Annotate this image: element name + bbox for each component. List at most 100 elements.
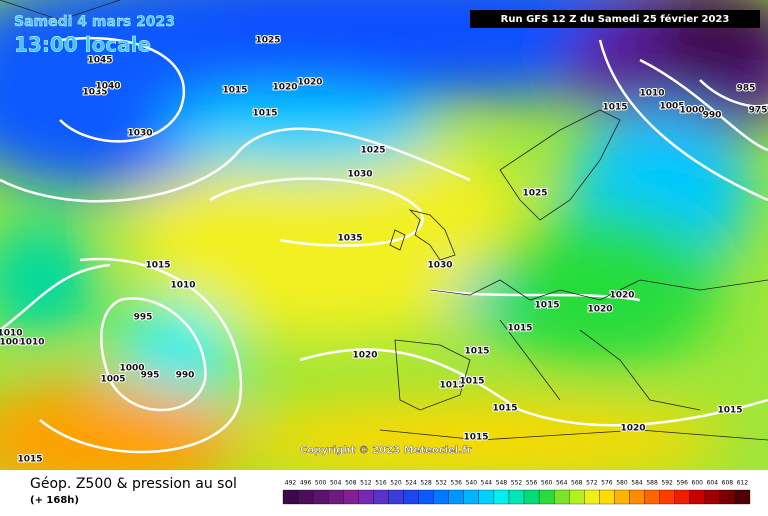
isobar-label: 1025 bbox=[255, 36, 280, 46]
isobar-label: 1015 bbox=[534, 301, 559, 311]
isobar-label: 1015 bbox=[252, 109, 277, 119]
valid-time: 13:00 locale bbox=[14, 33, 151, 57]
scale-label: 580 bbox=[616, 480, 628, 487]
scale-label: 536 bbox=[451, 480, 463, 487]
scale-swatch bbox=[554, 489, 570, 505]
scale-swatch bbox=[704, 489, 721, 505]
scale-swatch bbox=[493, 489, 510, 505]
isobar-label: 1030 bbox=[347, 170, 372, 180]
isobar-label: 1015 bbox=[222, 86, 247, 96]
isobar-label: 1025 bbox=[522, 189, 547, 199]
scale-swatch bbox=[433, 489, 449, 505]
scale-label: 544 bbox=[481, 480, 493, 487]
isobar-label: 1010 bbox=[19, 338, 44, 348]
isobar-label: 1035 bbox=[337, 234, 362, 244]
scale-label: 492 bbox=[285, 480, 297, 487]
scale-label: 608 bbox=[722, 480, 734, 487]
isobar-label: 1020 bbox=[620, 424, 645, 434]
isobar-label: 1015 bbox=[507, 324, 532, 334]
isobar-label: 1005 bbox=[659, 102, 684, 112]
scale-swatch bbox=[689, 489, 705, 505]
scale-swatch bbox=[312, 489, 329, 505]
scale-label: 604 bbox=[707, 480, 719, 487]
isobar-label: 1030 bbox=[427, 261, 452, 271]
isobar-label: 1020 bbox=[609, 291, 634, 301]
scale-swatch bbox=[523, 489, 540, 505]
isobar-label: 1040 bbox=[95, 82, 120, 92]
scale-label: 592 bbox=[661, 480, 673, 487]
isobar-label: 990 bbox=[703, 111, 722, 121]
scale-swatch bbox=[418, 489, 434, 505]
scale-label: 552 bbox=[511, 480, 523, 487]
footer-lead: (+ 168h) bbox=[30, 495, 79, 506]
scale-label: 572 bbox=[586, 480, 598, 487]
isobar-label: 1015 bbox=[459, 377, 484, 387]
scale-label: 560 bbox=[541, 480, 553, 487]
scale-swatch bbox=[343, 489, 359, 505]
scale-label: 600 bbox=[692, 480, 704, 487]
scale-label: 556 bbox=[526, 480, 538, 487]
scale-swatch bbox=[403, 489, 419, 505]
scale-label: 504 bbox=[330, 480, 342, 487]
run-info: Run GFS 12 Z du Samedi 25 février 2023 bbox=[501, 13, 730, 25]
scale-label: 516 bbox=[375, 480, 387, 487]
isobar-label: 1000 bbox=[679, 106, 704, 116]
isobar-label: 1010 bbox=[170, 281, 195, 291]
isobars bbox=[0, 36, 768, 454]
scale-swatch bbox=[373, 489, 389, 505]
scale-swatch bbox=[297, 489, 314, 505]
isobar-label: 1005 bbox=[0, 338, 25, 348]
scale-label: 596 bbox=[676, 480, 688, 487]
scale-label: 508 bbox=[345, 480, 357, 487]
scale-label: 528 bbox=[420, 480, 432, 487]
scale-label: 548 bbox=[496, 480, 508, 487]
scale-label: 540 bbox=[466, 480, 478, 487]
isobar-label: 1025 bbox=[360, 146, 385, 156]
color-scale: 492 496 500 504 508 512 516 520 524 528 532 536 540 5… bbox=[282, 480, 751, 505]
scale-label: 576 bbox=[601, 480, 613, 487]
isobar-label: 1010 bbox=[639, 89, 664, 99]
scale-swatch bbox=[478, 489, 495, 505]
scale-swatch bbox=[719, 489, 736, 505]
scale-swatch bbox=[282, 489, 299, 505]
isobar-label: 1015 bbox=[464, 347, 489, 357]
coastlines bbox=[0, 0, 768, 441]
isobar-label: 995 bbox=[141, 371, 160, 381]
scale-label: 584 bbox=[631, 480, 643, 487]
scale-swatch bbox=[644, 489, 660, 505]
scale-label: 524 bbox=[405, 480, 417, 487]
scale-swatch bbox=[569, 489, 585, 505]
valid-date: Samedi 4 mars 2023 bbox=[14, 14, 175, 30]
scale-swatch bbox=[463, 489, 479, 505]
scale-label: 520 bbox=[390, 480, 402, 487]
isobar-label: 1020 bbox=[352, 351, 377, 361]
isobar-label: 1015 bbox=[602, 103, 627, 113]
scale-swatch bbox=[538, 489, 555, 505]
scale-swatch bbox=[508, 489, 525, 505]
scale-swatch bbox=[614, 489, 630, 505]
scale-label: 532 bbox=[435, 480, 447, 487]
isobar-label: 1015 bbox=[492, 404, 517, 414]
scale-swatch bbox=[629, 489, 645, 505]
run-box bbox=[470, 10, 760, 28]
scale-swatch bbox=[358, 489, 374, 505]
scale-label: 512 bbox=[360, 480, 372, 487]
isobar-label: 1015 bbox=[717, 406, 742, 416]
isobar-label: 995 bbox=[134, 313, 153, 323]
isobar-label: 1015 bbox=[17, 455, 42, 465]
scale-swatch bbox=[734, 489, 751, 505]
isobar-label: 1035 bbox=[82, 88, 107, 98]
scale-swatch bbox=[448, 489, 464, 505]
isobar-label: 1000 bbox=[119, 364, 144, 374]
isobar-label: 1020 bbox=[587, 305, 612, 315]
scale-label: 500 bbox=[315, 480, 327, 487]
isobar-label: 990 bbox=[176, 371, 195, 381]
isobar-label: 1015 bbox=[463, 433, 488, 443]
isobar-label: 985 bbox=[737, 84, 756, 94]
scale-swatch bbox=[328, 489, 344, 505]
copyright: Copyright © 2023 Meteociel.fr bbox=[300, 445, 471, 456]
scale-swatch bbox=[674, 489, 690, 505]
scale-swatch bbox=[599, 489, 615, 505]
